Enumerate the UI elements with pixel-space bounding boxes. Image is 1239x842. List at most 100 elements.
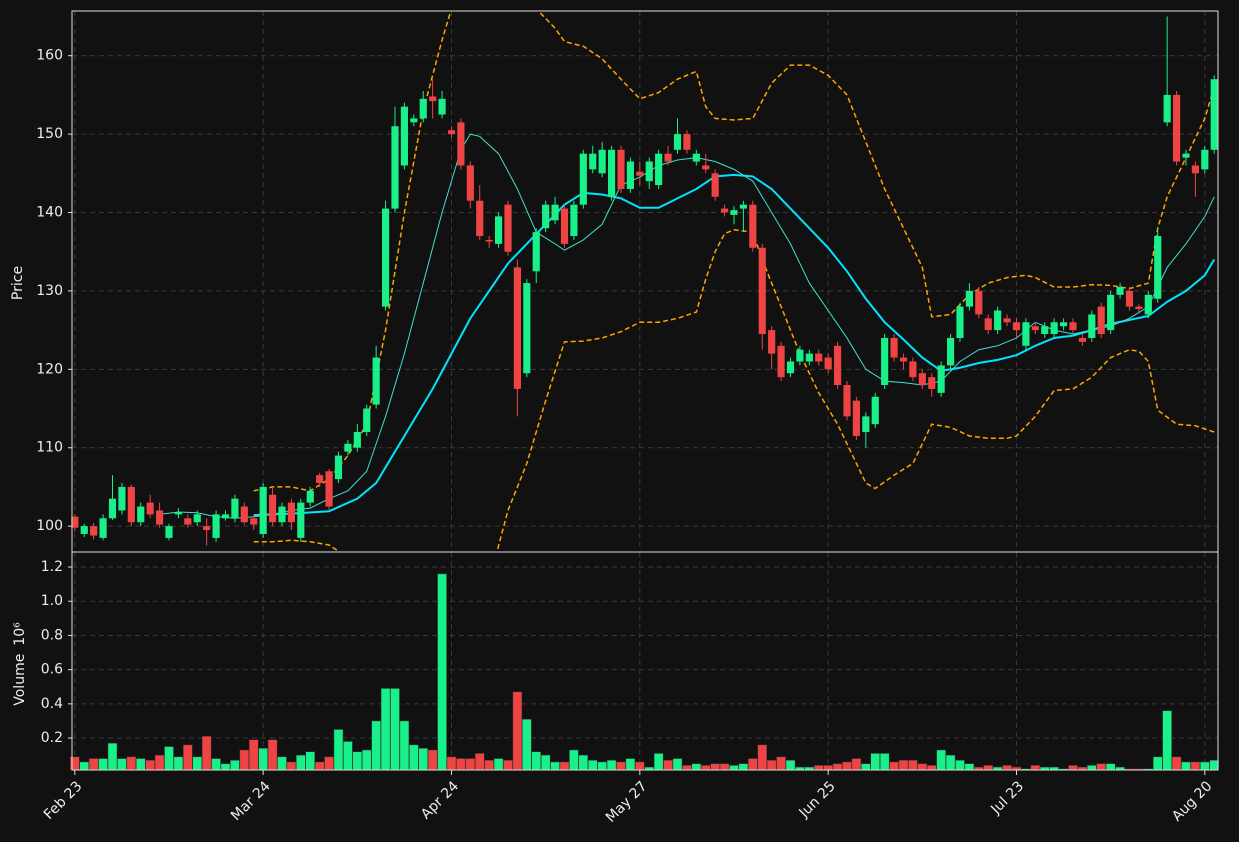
volume-bar: [785, 760, 796, 771]
volume-bar: [889, 761, 899, 771]
candle-body: [777, 345, 785, 378]
volume-bar: [192, 756, 203, 771]
volume-bar: [333, 729, 344, 771]
volume-bar: [211, 758, 221, 771]
candle-body: [278, 506, 286, 523]
candle-body: [99, 518, 107, 538]
candle-body: [325, 471, 333, 507]
candle-body: [231, 498, 239, 519]
volume-bar: [258, 748, 268, 771]
candle-body: [1097, 306, 1105, 335]
volume-bar: [578, 754, 589, 771]
volume-bar: [371, 720, 381, 771]
candle-body: [532, 232, 540, 272]
candle-body: [1059, 322, 1068, 327]
y-tick-label: 1.0: [41, 593, 63, 609]
candle-body: [1031, 326, 1039, 331]
volume-bar: [446, 756, 457, 771]
candle-body: [598, 149, 606, 174]
volume-bar: [870, 753, 881, 771]
candle-body: [419, 98, 427, 119]
volume-bar: [1105, 763, 1116, 771]
candle-body: [852, 400, 860, 436]
candle-body: [372, 357, 380, 405]
candle-body: [617, 149, 625, 189]
candle-body: [410, 118, 418, 123]
candle-body: [1135, 306, 1143, 309]
candle-body: [1116, 286, 1124, 295]
volume-bar: [691, 763, 702, 771]
candle-body: [824, 357, 832, 370]
candle-body: [890, 337, 898, 358]
candle-body: [862, 416, 870, 433]
overlay-line: [253, 228, 1215, 552]
volume-bar: [390, 688, 400, 771]
candle-body: [758, 247, 766, 335]
candle-body: [720, 208, 729, 213]
candle-body: [1125, 290, 1134, 307]
candle-body: [485, 239, 493, 242]
x-tick-label: Aug 20: [1169, 778, 1215, 824]
candle-body: [184, 518, 192, 525]
volume-bar: [700, 765, 711, 771]
volume-bar: [1002, 765, 1012, 771]
candle-body: [664, 153, 672, 162]
volume-bar: [352, 751, 363, 771]
candle-body: [174, 512, 182, 515]
volume-bar: [861, 763, 871, 771]
volume-bar: [757, 744, 768, 771]
volume-bar: [126, 756, 137, 771]
candle-body: [193, 514, 201, 523]
candle-body: [165, 526, 173, 538]
volume-bar: [898, 760, 909, 771]
candle-body: [975, 290, 983, 315]
volume-bar: [183, 744, 193, 771]
candle-body: [1210, 79, 1218, 150]
volume-bar: [606, 760, 617, 771]
candle-body: [118, 486, 126, 511]
candle-body: [429, 96, 437, 102]
volume-axis-label: Volume 10⁶: [12, 622, 28, 706]
candle-body: [1154, 236, 1162, 299]
candle-body: [306, 490, 314, 503]
volume-bar: [79, 761, 90, 771]
candle-body: [316, 475, 324, 484]
candle-body: [1078, 337, 1086, 342]
candle-body: [683, 134, 691, 150]
candle-body: [815, 353, 823, 362]
candle-body: [805, 353, 813, 362]
y-tick-label: 1.2: [41, 559, 63, 575]
candle-body: [946, 337, 955, 366]
volume-exponent: 10⁶: [12, 622, 28, 646]
volume-bar: [107, 742, 118, 771]
candle-body: [899, 357, 908, 362]
candle-body: [739, 204, 747, 209]
volume-bar: [164, 746, 174, 771]
volume-bar: [1162, 710, 1172, 771]
volume-bar: [823, 765, 833, 771]
candle-body: [909, 361, 917, 378]
volume-bar: [117, 758, 127, 771]
candle-body: [447, 130, 456, 135]
candle-body: [1050, 322, 1058, 335]
volume-bar: [559, 761, 570, 771]
volume-bar: [597, 761, 607, 771]
candle-body: [203, 526, 211, 531]
volume-bar: [305, 751, 316, 771]
candle-body: [523, 283, 531, 374]
candle-body: [843, 384, 851, 417]
volume-bar: [98, 758, 108, 771]
volume-bar: [267, 739, 278, 771]
volume-label: Volume: [12, 654, 28, 706]
volume-bar: [512, 691, 523, 771]
volume-bar: [296, 754, 306, 771]
candle-body: [711, 173, 719, 197]
candle-body: [542, 204, 550, 229]
candle-body: [1069, 322, 1077, 331]
volume-bar: [380, 688, 391, 771]
candle-body: [80, 526, 88, 534]
volume-bar: [879, 753, 890, 771]
candle-body: [381, 208, 390, 307]
x-tick-label: Apr 24: [418, 778, 462, 822]
candle-body: [127, 486, 135, 523]
